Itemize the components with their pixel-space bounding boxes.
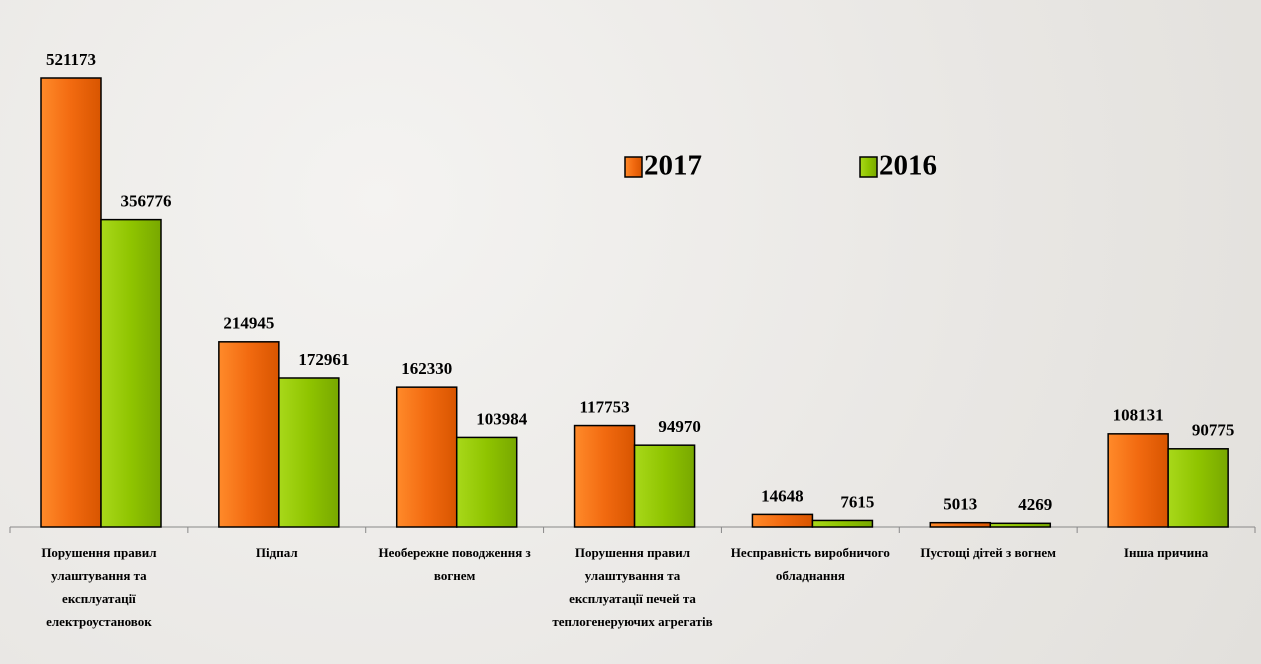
bar (811, 519, 874, 528)
x-tick-label: Підпал (255, 545, 298, 560)
bar (751, 513, 814, 528)
data-label: 108131 (1113, 406, 1164, 425)
data-label: 356776 (121, 192, 172, 211)
bar (455, 436, 518, 528)
bar (100, 218, 162, 528)
legend-swatch (624, 156, 643, 178)
data-label: 521173 (46, 50, 96, 69)
data-label: 5013 (943, 495, 977, 514)
bar (1167, 448, 1229, 528)
bar (633, 444, 696, 528)
data-label: 117753 (580, 397, 630, 416)
x-tick-label: Пустощі дітей з вогнем (920, 545, 1056, 560)
bar (989, 522, 1052, 528)
data-label: 214945 (223, 314, 274, 333)
bar (40, 77, 102, 528)
data-label: 172961 (298, 350, 349, 369)
data-label: 94970 (658, 417, 701, 436)
data-label: 103984 (476, 409, 528, 428)
bar (929, 521, 992, 528)
bar (1107, 433, 1169, 528)
data-label: 4269 (1018, 495, 1052, 514)
legend-label: 2016 (879, 150, 937, 182)
x-tick-label: Порушення правил улаштування та експлуат… (552, 545, 713, 629)
bar (395, 386, 458, 528)
legend-label: 2017 (644, 150, 702, 182)
bar (218, 341, 280, 528)
x-tick-label: Порушення правил улаштування та експлуат… (41, 545, 157, 629)
data-label: 14648 (761, 486, 804, 505)
x-tick-label: Інша причина (1123, 545, 1209, 560)
data-label: 162330 (401, 359, 452, 378)
legend-swatch (859, 156, 878, 178)
data-label: 90775 (1192, 421, 1235, 440)
bar (278, 377, 340, 528)
data-label: 7615 (840, 492, 874, 511)
x-tick-label: Несправність виробничого обладнання (730, 545, 890, 583)
bar (573, 424, 636, 528)
x-tick-label: Необережне поводження з вогнем (378, 545, 531, 583)
